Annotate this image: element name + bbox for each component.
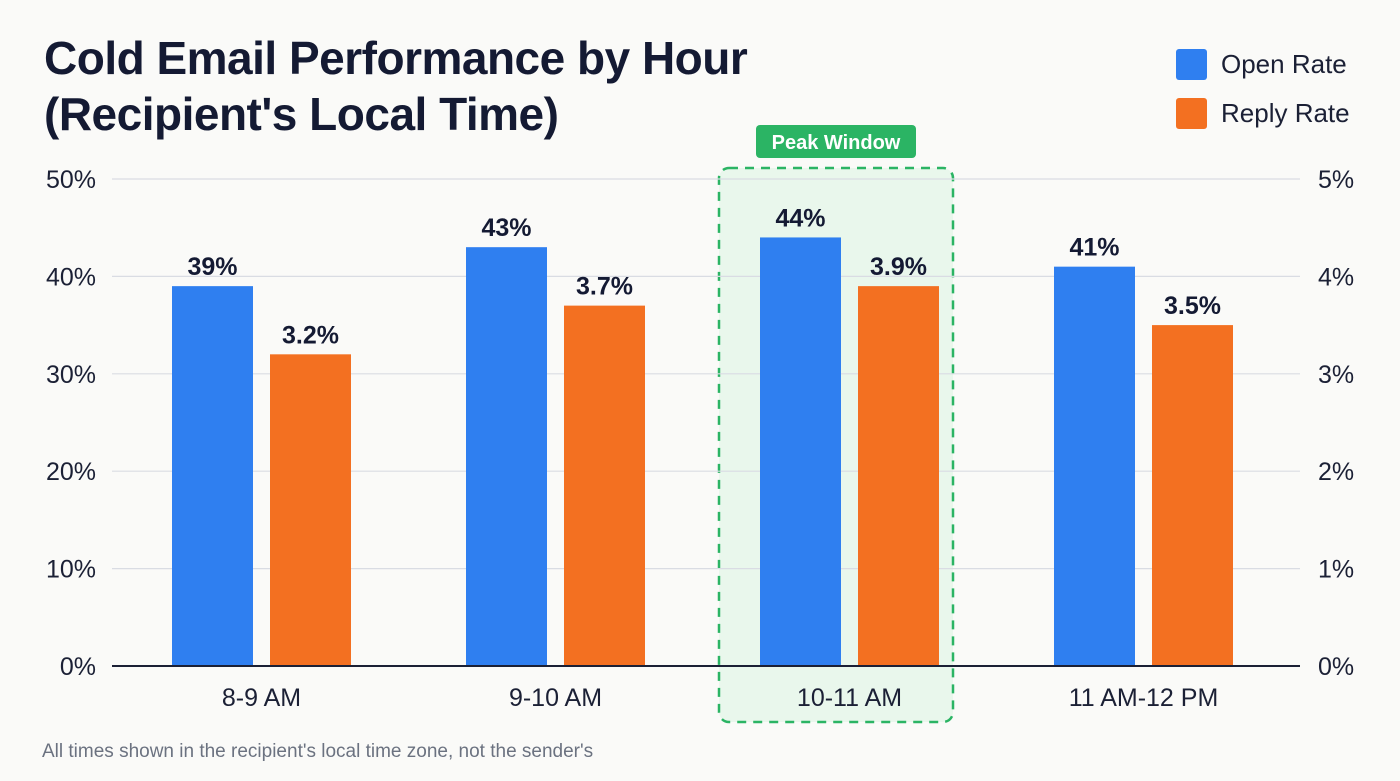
footnote: All times shown in the recipient's local… xyxy=(42,741,594,762)
data-label-open-rate: 41% xyxy=(1069,234,1119,262)
data-label-open-rate: 43% xyxy=(481,214,531,242)
data-label-reply-rate: 3.5% xyxy=(1164,292,1221,320)
peak-window-label: Peak Window xyxy=(772,132,901,154)
y-right-tick-label: 2% xyxy=(1318,458,1354,486)
legend-swatch-open xyxy=(1176,49,1207,80)
bar-reply-rate xyxy=(270,354,351,666)
x-tick-label: 11 AM-12 PM xyxy=(1069,684,1219,712)
bar-open-rate xyxy=(172,286,253,666)
legend-swatch-reply xyxy=(1176,98,1207,129)
x-tick-label: 8-9 AM xyxy=(222,684,301,712)
y-left-tick-label: 10% xyxy=(46,556,96,584)
legend-item-reply-rate: Reply Rate xyxy=(1176,89,1350,138)
title-line-2: (Recipient's Local Time) xyxy=(44,88,559,140)
x-tick-label: 10-11 AM xyxy=(797,684,902,712)
data-label-reply-rate: 3.2% xyxy=(282,321,339,349)
y-left-tick-label: 20% xyxy=(46,458,96,486)
bar-reply-rate xyxy=(1152,325,1233,666)
y-right-tick-label: 3% xyxy=(1318,361,1354,389)
bar-reply-rate xyxy=(564,305,645,666)
y-right-tick-label: 5% xyxy=(1318,166,1354,194)
legend: Open Rate Reply Rate xyxy=(1176,40,1350,138)
bar-open-rate xyxy=(760,237,841,666)
x-tick-label: 9-10 AM xyxy=(509,684,602,712)
y-right-tick-label: 0% xyxy=(1318,653,1354,681)
legend-label-open: Open Rate xyxy=(1221,49,1347,79)
y-right-tick-label: 1% xyxy=(1318,556,1354,584)
data-label-open-rate: 44% xyxy=(775,204,825,232)
data-label-reply-rate: 3.7% xyxy=(576,273,633,301)
y-left-tick-label: 50% xyxy=(46,166,96,194)
y-left-tick-label: 40% xyxy=(46,263,96,291)
bar-reply-rate xyxy=(858,286,939,666)
bar-open-rate xyxy=(466,247,547,666)
data-label-open-rate: 39% xyxy=(187,253,237,281)
chart-title: Cold Email Performance by Hour (Recipien… xyxy=(44,30,748,142)
data-label-reply-rate: 3.9% xyxy=(870,253,927,281)
y-right-tick-label: 4% xyxy=(1318,263,1354,291)
peak-window-badge xyxy=(756,125,916,158)
y-left-tick-label: 30% xyxy=(46,361,96,389)
y-left-tick-label: 0% xyxy=(60,653,96,681)
legend-label-reply: Reply Rate xyxy=(1221,98,1350,128)
bar-open-rate xyxy=(1054,266,1135,666)
title-line-1: Cold Email Performance by Hour xyxy=(44,32,748,84)
legend-item-open-rate: Open Rate xyxy=(1176,40,1350,89)
